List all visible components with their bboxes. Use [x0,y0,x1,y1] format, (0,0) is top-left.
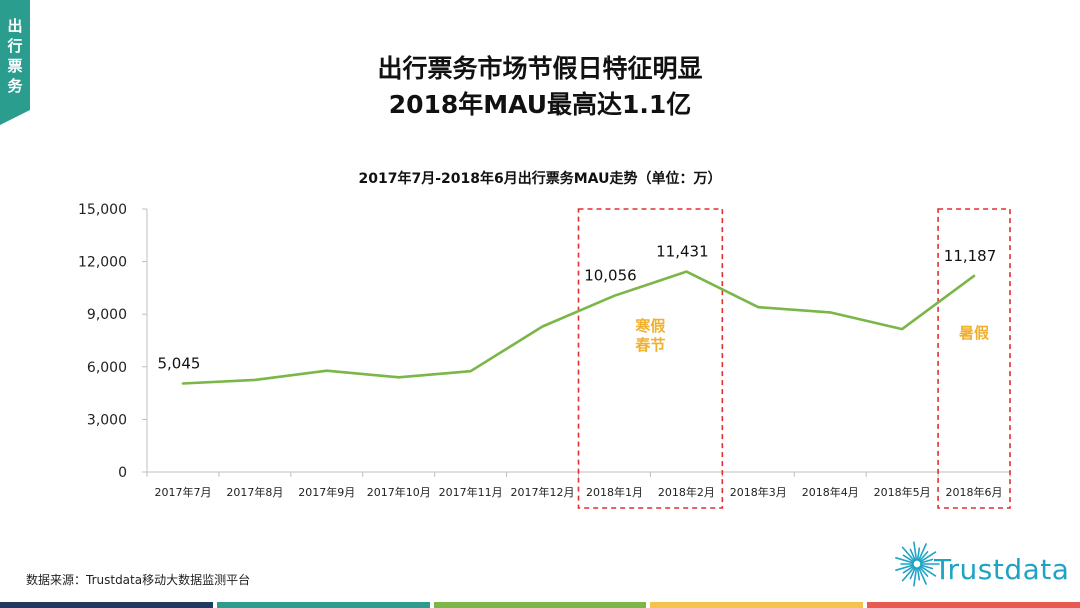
logo-text: Trustdata [934,553,1070,586]
x-tick-label: 2018年5月 [874,485,931,499]
logo-ray [913,567,918,587]
logo-ray [919,564,934,570]
logo-ray [918,566,929,577]
data-point [613,294,616,297]
logo-ray [909,548,917,562]
x-tick-label: 2018年1月 [586,485,643,499]
logo-ray [895,556,915,564]
x-tick-label: 2018年4月 [802,485,859,499]
logo-ray [902,565,915,574]
x-tick-label: 2017年7月 [154,485,211,499]
highlight-label: 暑假 [959,324,990,342]
x-tick-label: 2017年8月 [226,485,283,499]
y-tick-label: 15,000 [78,202,127,218]
x-tick-label: 2017年11月 [439,485,503,499]
data-point [901,328,903,330]
data-point [685,270,688,273]
data-point [254,379,256,381]
data-point [829,311,832,314]
data-label: 5,045 [157,355,200,373]
trustdata-logo-icon [895,541,940,587]
bottom-color-bar [0,602,1080,608]
data-label: 11,187 [944,247,997,265]
logo-ray [917,543,927,562]
data-point [469,370,472,372]
bottom-bar-segment [216,602,430,608]
data-point [757,306,760,308]
logo-ray [918,551,929,562]
logo-ray [917,566,927,585]
x-tick-label: 2017年12月 [511,485,575,499]
logo-ray [895,564,915,572]
data-label: 10,056 [584,267,637,285]
highlight-box [937,208,1011,509]
x-tick-label: 2018年6月 [946,485,1003,499]
logo-ray [909,566,917,580]
chart-title: 2017年7月-2018年6月出行票务MAU走势（单位：万） [358,171,722,187]
x-tick-label: 2018年3月 [730,485,787,499]
x-tick-label: 2017年9月 [298,485,355,499]
bottom-bar-segment [433,602,647,608]
data-point [397,376,400,379]
y-tick-label: 0 [118,465,127,481]
section-tab-label: 出行票务 [7,17,23,95]
bottom-bar-segment [0,602,213,608]
x-tick-label: 2017年10月 [367,485,431,499]
section-tab: 出行票务 [0,0,30,125]
data-point [541,325,544,328]
logo-ray [919,558,934,564]
bottom-bar-segment [650,602,864,608]
logo-ray [919,551,937,563]
data-point [182,382,184,385]
logo-ray [916,547,921,561]
data-point [973,275,975,277]
highlight-box [577,208,724,509]
x-tick-label: 2018年2月 [658,485,715,499]
logo-ray [901,566,916,582]
data-source-note: 数据来源：Trustdata移动大数据监测平台 [26,573,251,587]
logo-ray [913,541,918,561]
y-tick-label: 9,000 [87,307,127,323]
highlight-label: 春节 [635,336,665,354]
y-tick-label: 12,000 [78,255,127,271]
highlight-label: 寒假 [635,317,666,335]
logo-ray [902,554,915,563]
data-point [325,369,328,372]
page-title-line2: 2018年MAU最高达1.1亿 [388,90,692,119]
logo-ray [916,567,921,581]
logo-ray [919,565,937,577]
y-tick-label: 3,000 [87,412,127,428]
series-line [181,270,976,385]
bottom-bar-segment [867,602,1080,608]
y-tick-label: 6,000 [87,360,127,376]
page-title-line1: 出行票务市场节假日特征明显 [377,54,703,83]
data-label: 11,431 [656,243,709,261]
logo-ray [901,546,916,562]
